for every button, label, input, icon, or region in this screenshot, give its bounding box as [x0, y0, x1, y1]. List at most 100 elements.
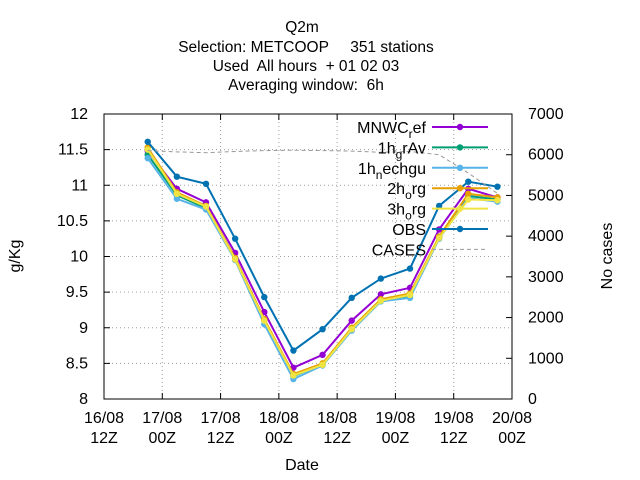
- x-tick-label-hour: 00Z: [148, 430, 176, 447]
- data-point: [144, 146, 151, 153]
- x-tick-label-date: 20/08: [492, 410, 532, 427]
- data-point: [406, 291, 414, 299]
- legend-swatch-marker: [456, 164, 464, 171]
- data-point: [261, 317, 268, 324]
- data-point: [144, 138, 151, 145]
- title-line-4: Averaging window: 6h: [228, 77, 384, 94]
- data-point: [435, 234, 443, 242]
- data-point: [319, 361, 326, 368]
- legend-entry: 2horg: [387, 181, 488, 202]
- data-point: [231, 256, 239, 263]
- x-tick-label-date: 16/08: [84, 410, 124, 427]
- legend-entry: CASES: [372, 242, 488, 259]
- legend-swatch-marker: [456, 205, 464, 212]
- data-point: [173, 195, 181, 202]
- x-tick-label-hour: 12Z: [90, 430, 118, 447]
- legend-label: 1hgrAv: [378, 140, 426, 161]
- data-point: [173, 190, 181, 197]
- series-2h-org: [144, 144, 501, 378]
- x-tick-label-hour: 12Z: [207, 430, 235, 447]
- y-tick-label: 8: [79, 391, 88, 408]
- y2-tick-label: 0: [528, 391, 537, 408]
- data-point: [406, 265, 414, 272]
- data-point: [261, 293, 268, 301]
- x-tick-label-date: 18/08: [259, 410, 299, 427]
- x-tick-label-date: 17/08: [201, 410, 241, 427]
- data-point: [377, 297, 385, 304]
- data-point: [465, 178, 472, 185]
- y-tick-label: 11: [71, 177, 88, 194]
- x-tick-label-hour: 00Z: [265, 430, 293, 447]
- x-tick-label-date: 19/08: [375, 410, 415, 427]
- data-point: [494, 183, 501, 190]
- legend-swatch-marker: [456, 144, 464, 151]
- data-point: [202, 180, 210, 188]
- title-line-3: Used All hours + 01 02 03: [213, 58, 400, 75]
- legend-entry: 1hgrAv: [378, 140, 488, 161]
- y-tick-label: 10: [70, 249, 88, 266]
- data-point: [290, 372, 297, 379]
- legend-label: 1hnechgu: [358, 161, 426, 182]
- y-tick-label: 11.5: [58, 142, 88, 159]
- data-point: [173, 173, 181, 180]
- series-cases: [147, 149, 498, 194]
- y-tick-label: 9.5: [66, 284, 88, 301]
- legend-entry: 3horg: [387, 202, 488, 223]
- data-point: [348, 325, 355, 333]
- plot-frame: [103, 113, 513, 400]
- data-point: [231, 235, 239, 242]
- y2-tick-label: 5000: [528, 187, 564, 204]
- series-line: [147, 149, 498, 194]
- y2-tick-label: 3000: [528, 269, 564, 286]
- x-tick-label-hour: 12Z: [323, 430, 351, 447]
- legend-label: 2horg: [387, 181, 426, 202]
- series-1h-grav: [144, 151, 501, 380]
- x-tick-label-hour: 00Z: [498, 430, 526, 447]
- legend-label: OBS: [392, 222, 426, 239]
- x-tick-label-hour: 00Z: [382, 430, 410, 447]
- y-tick-label: 8.5: [66, 355, 88, 372]
- legend-swatch-marker: [456, 225, 464, 233]
- data-point: [144, 154, 151, 162]
- grid-lines: [104, 114, 512, 399]
- data-point: [319, 351, 326, 359]
- data-point: [290, 347, 297, 354]
- legend-swatch-marker: [456, 123, 464, 131]
- legend-entry: MNWCref: [357, 120, 488, 141]
- y2-tick-label: 4000: [528, 228, 564, 245]
- y2-tick-label: 2000: [528, 310, 564, 327]
- data-point: [435, 202, 443, 210]
- x-tick-label-date: 19/08: [434, 410, 474, 427]
- title-line-1: Q2m: [285, 19, 319, 36]
- plot-area: [144, 138, 501, 383]
- data-point: [377, 275, 385, 282]
- data-point: [202, 203, 210, 210]
- y-tick-label: 9: [79, 320, 88, 337]
- y-axis-label: g/Kg: [7, 240, 24, 273]
- series-obs: [144, 138, 501, 354]
- series-3h-org: [144, 146, 501, 379]
- legend-label: CASES: [372, 242, 426, 259]
- legend-entry: 1hnechgu: [358, 161, 488, 182]
- axis-ticks: 16/08 12Z 17/08 00Z 17/08 12Z 18/08 00Z 18/08 12Z…: [57, 106, 564, 447]
- legend-label: MNWCref: [357, 120, 426, 141]
- data-point: [348, 317, 355, 324]
- x-tick-label-hour: 12Z: [440, 430, 468, 447]
- data-point: [465, 190, 472, 197]
- y-tick-label: 10.5: [57, 213, 88, 230]
- data-point: [465, 196, 472, 203]
- data-point: [494, 197, 501, 204]
- y2-tick-label: 6000: [528, 147, 564, 164]
- data-point: [348, 294, 355, 302]
- data-point: [377, 291, 385, 298]
- title-line-2: Selection: METCOOP 351 stations: [178, 39, 434, 56]
- series-line: [146, 141, 498, 353]
- y2-axis-label: No cases: [599, 223, 616, 290]
- series-line: [146, 157, 498, 381]
- legend-swatch-marker: [456, 185, 464, 192]
- x-tick-label-date: 18/08: [317, 410, 357, 427]
- legend-label: 3horg: [387, 202, 426, 223]
- y2-tick-label: 1000: [528, 350, 564, 367]
